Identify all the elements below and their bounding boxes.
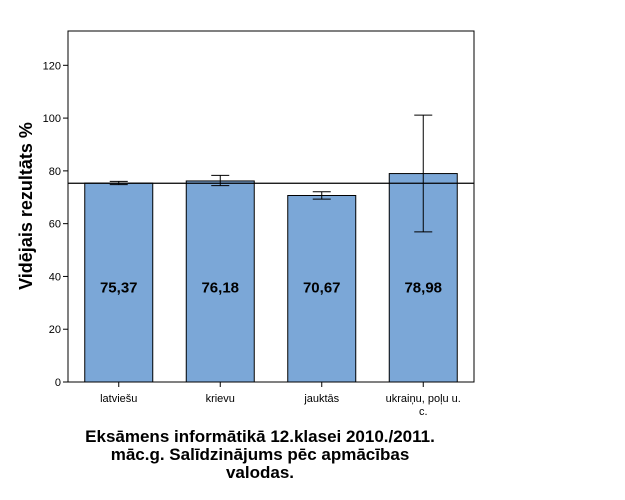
y-tick-label: 0: [55, 377, 61, 389]
y-axis-label: Vidējais rezultāts %: [16, 122, 36, 290]
x-tick-label: krievu: [206, 393, 235, 405]
caption-line-2: māc.g. Salīdzinājums pēc apmācības: [110, 445, 410, 464]
bar: [287, 194, 357, 383]
bar-value-label: 70,67: [303, 279, 341, 296]
y-tick-label: 40: [49, 271, 61, 283]
bar: [84, 182, 154, 383]
y-tick-label: 100: [43, 113, 61, 125]
error-bars: [109, 114, 433, 233]
y-tick-label: 60: [49, 219, 61, 231]
bar-value-label: 76,18: [201, 279, 239, 296]
chart-caption: Eksāmens informātikā 12.klasei 2010./201…: [40, 428, 480, 482]
bar-value-label: 75,37: [100, 279, 138, 296]
bar-value-label: 78,98: [404, 279, 442, 296]
x-tick-label: jauktās: [303, 393, 339, 405]
caption-line-1: Eksāmens informātikā 12.klasei 2010./201…: [85, 427, 435, 446]
y-tick-label: 80: [49, 166, 61, 178]
bar: [185, 180, 255, 383]
bar-chart: 0 20 40 60 80 100 120 75,37 76,18 70,67 78,98 lat…: [16, 30, 475, 418]
y-axis: 0 20 40 60 80 100 120: [43, 60, 68, 389]
x-tick-label: latviešu: [100, 393, 137, 405]
x-axis: latviešu krievu jauktās ukraiņu, poļu u. c.: [100, 382, 461, 418]
x-tick-label: ukraiņu, poļu u. c.: [386, 393, 461, 418]
y-tick-label: 120: [43, 60, 61, 72]
caption-line-3: valodas.: [225, 463, 295, 482]
y-tick-label: 20: [49, 324, 61, 336]
